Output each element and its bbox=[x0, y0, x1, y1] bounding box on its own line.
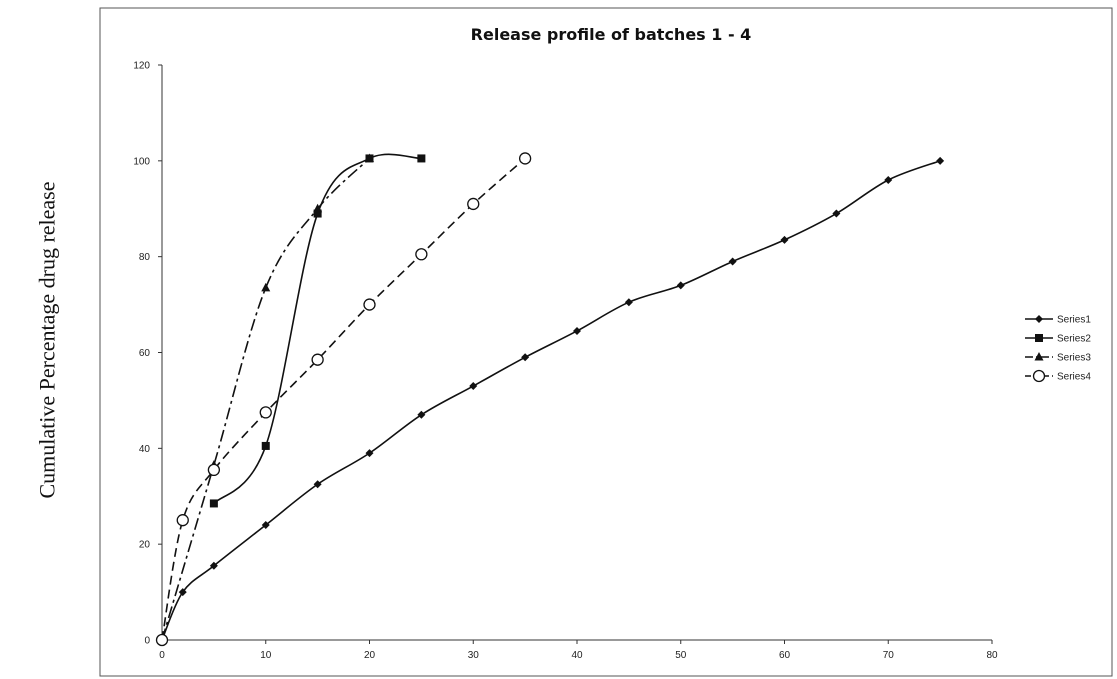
x-tick-label: 70 bbox=[883, 650, 895, 661]
legend-label: Series2 bbox=[1057, 334, 1091, 345]
legend-label: Series4 bbox=[1057, 372, 1091, 383]
series-1-point bbox=[365, 449, 374, 458]
legend-marker bbox=[1034, 352, 1044, 361]
series-4-point bbox=[415, 248, 428, 261]
series-4-point bbox=[176, 514, 189, 527]
series-1-point bbox=[624, 298, 633, 307]
series-2-point bbox=[417, 154, 426, 163]
legend-marker bbox=[1032, 369, 1046, 383]
y-tick-label: 40 bbox=[139, 444, 151, 455]
series-1-point bbox=[676, 281, 685, 290]
y-tick-label: 80 bbox=[139, 252, 151, 263]
series-3 bbox=[157, 153, 374, 644]
legend-marker bbox=[1035, 334, 1043, 342]
x-tick-label: 40 bbox=[571, 650, 583, 661]
y-tick-label: 100 bbox=[133, 156, 150, 167]
series-4-point bbox=[155, 633, 169, 647]
series-1-point bbox=[469, 382, 478, 391]
series-2-point bbox=[209, 499, 218, 508]
series-4-point bbox=[259, 406, 272, 419]
series-1-point bbox=[832, 209, 841, 218]
series-1 bbox=[158, 156, 945, 644]
series-1-point bbox=[417, 410, 426, 419]
y-tick-label: 120 bbox=[133, 61, 150, 72]
chart-axes: 0 20 40 60 80 100 120 0 10 20 30 40 50 60 70 80 bbox=[133, 61, 998, 662]
series-1-point bbox=[936, 156, 945, 165]
series-1-point bbox=[209, 561, 218, 570]
legend-label: Series1 bbox=[1057, 315, 1091, 326]
series-1-point bbox=[313, 480, 322, 489]
y-tick-label: 60 bbox=[139, 348, 151, 359]
y-tick-label: 20 bbox=[139, 540, 151, 551]
series-4-point bbox=[467, 197, 480, 211]
series-1-point bbox=[521, 353, 530, 362]
legend-entry-3: Series3 bbox=[1025, 352, 1091, 364]
series-3-line bbox=[161, 157, 371, 641]
legend-entry-1: Series1 bbox=[1025, 315, 1091, 326]
series-3-point bbox=[261, 282, 271, 292]
series-1-point bbox=[728, 257, 737, 266]
series-1-point bbox=[261, 521, 270, 529]
series-1-point bbox=[884, 176, 893, 184]
chart-legend: Series1 Series2 Series3 Series4 bbox=[1025, 315, 1091, 383]
series-1-point bbox=[780, 235, 789, 244]
y-tick-label: 0 bbox=[144, 636, 150, 647]
series-4-point bbox=[207, 463, 221, 477]
series-2-point bbox=[313, 209, 322, 218]
series-4-line bbox=[161, 157, 526, 641]
x-tick-label: 60 bbox=[779, 650, 791, 661]
series-3-point bbox=[365, 153, 374, 162]
legend-entry-4: Series4 bbox=[1025, 369, 1091, 383]
series-1-point bbox=[178, 588, 187, 597]
series-4-point bbox=[363, 298, 376, 311]
series-4-point bbox=[518, 152, 532, 165]
chart-frame bbox=[99, 7, 1113, 677]
legend-entry-2: Series2 bbox=[1025, 334, 1091, 345]
legend-label: Series3 bbox=[1057, 353, 1091, 364]
x-tick-label: 0 bbox=[159, 650, 165, 661]
series-4 bbox=[155, 152, 532, 647]
series-1-point bbox=[573, 326, 581, 335]
series-3-point bbox=[313, 203, 323, 213]
series-4-point bbox=[311, 353, 324, 366]
legend-marker bbox=[1035, 315, 1043, 323]
chart-title: Release profile of batches 1 - 4 bbox=[471, 25, 752, 44]
x-tick-label: 50 bbox=[675, 650, 687, 661]
x-tick-label: 10 bbox=[260, 650, 272, 661]
x-tick-label: 30 bbox=[468, 650, 480, 661]
x-tick-label: 20 bbox=[364, 650, 376, 661]
plot-area bbox=[155, 152, 945, 647]
series-2-point bbox=[261, 441, 270, 450]
x-tick-label: 80 bbox=[986, 650, 998, 661]
series-1-line bbox=[161, 160, 941, 641]
